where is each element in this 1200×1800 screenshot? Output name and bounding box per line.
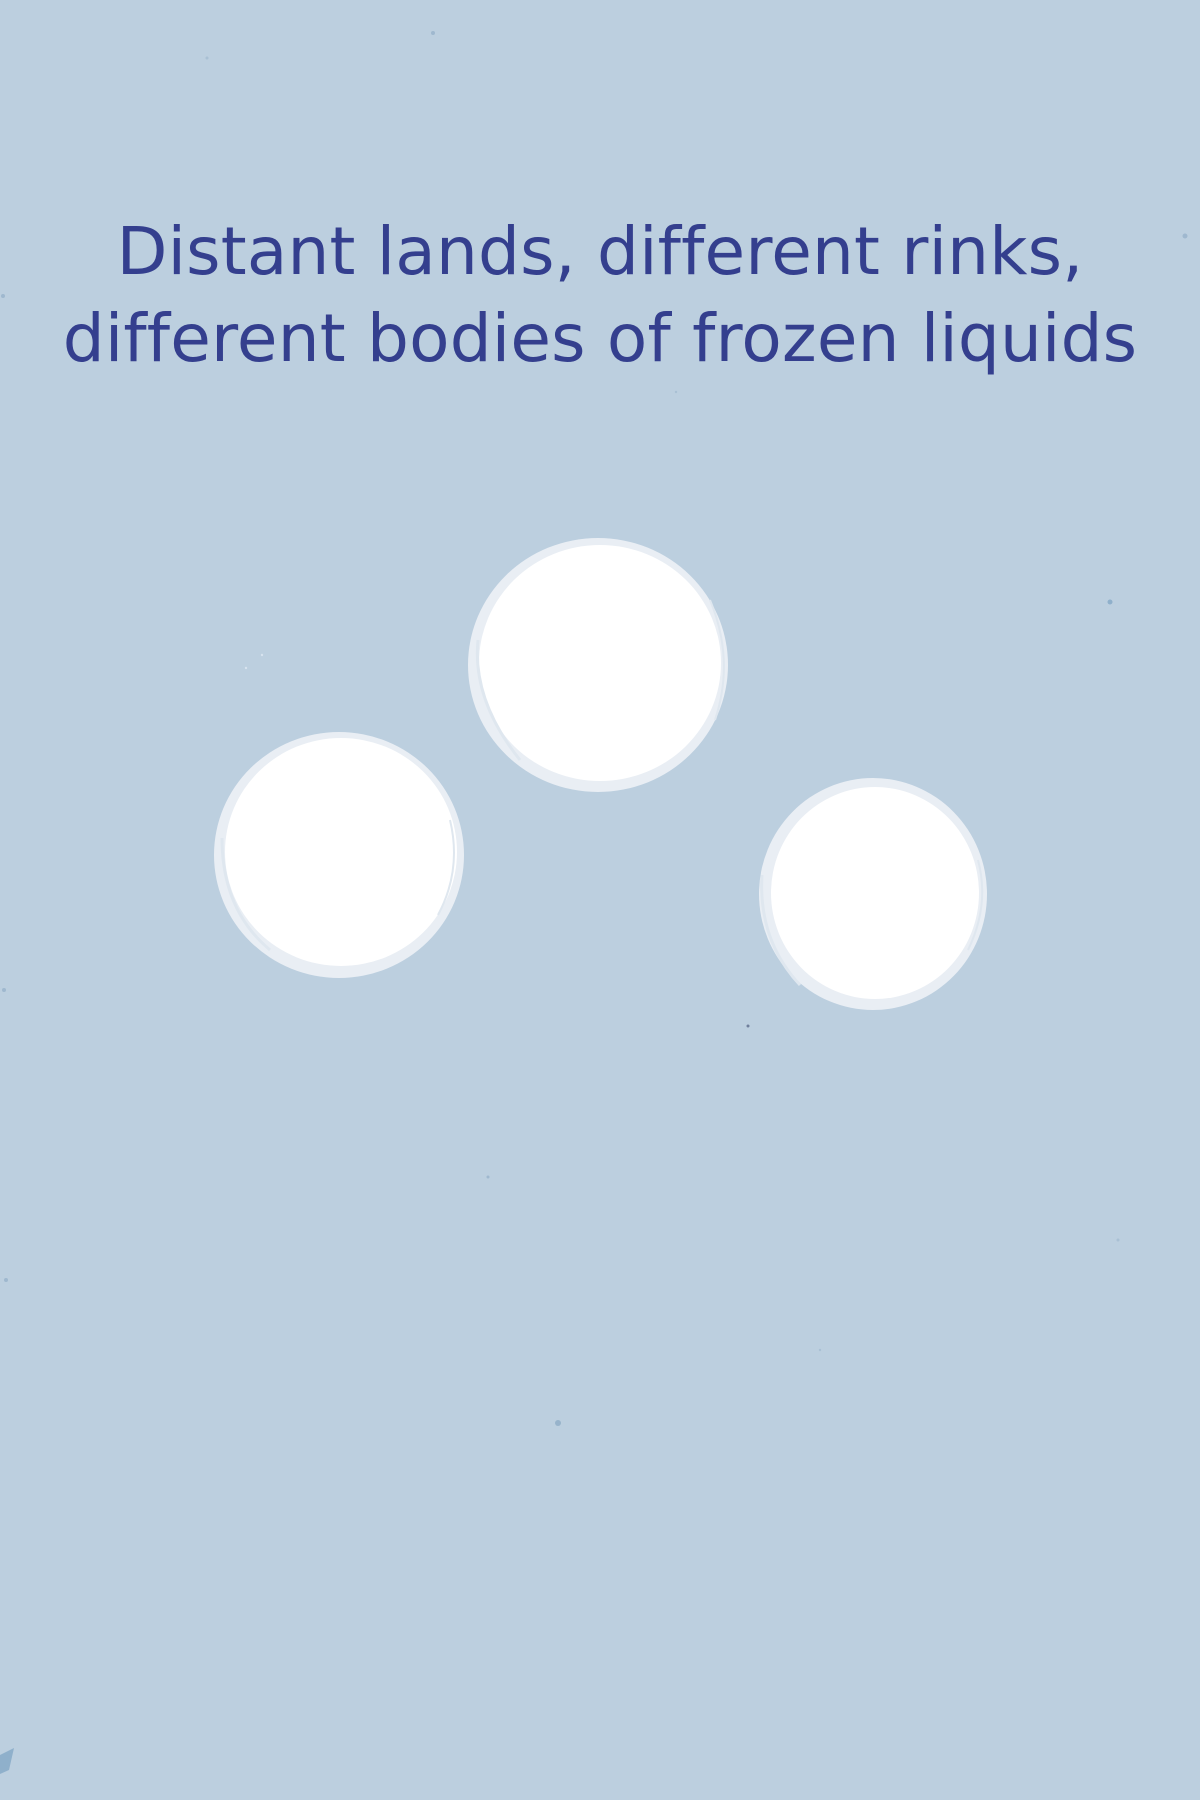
snowball-right bbox=[759, 778, 987, 1010]
headline-line-1: Distant lands, different rinks, bbox=[116, 213, 1084, 290]
snowball-left bbox=[214, 732, 464, 978]
snowball-top bbox=[468, 538, 728, 792]
headline: Distant lands, different rinks, differen… bbox=[60, 208, 1140, 382]
headline-line-2: different bodies of frozen liquids bbox=[62, 300, 1138, 377]
